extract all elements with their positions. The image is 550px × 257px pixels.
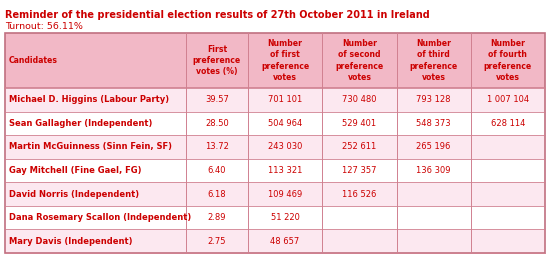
- Text: Martin McGuinness (Sinn Fein, SF): Martin McGuinness (Sinn Fein, SF): [9, 142, 172, 151]
- Text: 39.57: 39.57: [205, 95, 229, 104]
- Text: First
preference
votes (%): First preference votes (%): [193, 45, 241, 76]
- Text: Number
of fourth
preference
votes: Number of fourth preference votes: [484, 39, 532, 82]
- Bar: [5, 206, 545, 230]
- Text: 13.72: 13.72: [205, 142, 229, 151]
- Text: Number
of third
preference
votes: Number of third preference votes: [410, 39, 458, 82]
- Text: 109 469: 109 469: [268, 190, 302, 199]
- Text: 136 309: 136 309: [416, 166, 451, 175]
- Text: Dana Rosemary Scallon (Independent): Dana Rosemary Scallon (Independent): [9, 213, 191, 222]
- Text: 730 480: 730 480: [342, 95, 377, 104]
- Text: Number
of second
preference
votes: Number of second preference votes: [336, 39, 383, 82]
- Text: 28.50: 28.50: [205, 119, 229, 128]
- Text: 243 030: 243 030: [268, 142, 302, 151]
- Text: 701 101: 701 101: [268, 95, 302, 104]
- Bar: [5, 33, 545, 253]
- Text: Reminder of the presidential election results of 27th October 2011 in Ireland: Reminder of the presidential election re…: [5, 10, 430, 20]
- Bar: [5, 230, 545, 253]
- Text: 252 611: 252 611: [342, 142, 377, 151]
- Bar: [5, 33, 545, 88]
- Text: Michael D. Higgins (Labour Party): Michael D. Higgins (Labour Party): [9, 95, 169, 104]
- Bar: [5, 159, 545, 182]
- Text: Number
of first
preference
votes: Number of first preference votes: [261, 39, 309, 82]
- Text: Mary Davis (Independent): Mary Davis (Independent): [9, 237, 133, 246]
- Text: 529 401: 529 401: [342, 119, 376, 128]
- Bar: [5, 182, 545, 206]
- Text: 628 114: 628 114: [491, 119, 525, 128]
- Bar: [5, 112, 545, 135]
- Text: 116 526: 116 526: [342, 190, 377, 199]
- Text: 6.40: 6.40: [208, 166, 226, 175]
- Text: 2.89: 2.89: [208, 213, 226, 222]
- Bar: [5, 88, 545, 112]
- Text: 265 196: 265 196: [416, 142, 451, 151]
- Text: 793 128: 793 128: [416, 95, 451, 104]
- Text: 2.75: 2.75: [208, 237, 226, 246]
- Text: Sean Gallagher (Independent): Sean Gallagher (Independent): [9, 119, 152, 128]
- Text: 1 007 104: 1 007 104: [487, 95, 529, 104]
- Bar: [5, 135, 545, 159]
- Text: 51 220: 51 220: [271, 213, 300, 222]
- Text: Gay Mitchell (Fine Gael, FG): Gay Mitchell (Fine Gael, FG): [9, 166, 141, 175]
- Text: 6.18: 6.18: [208, 190, 226, 199]
- Text: Candidates: Candidates: [9, 56, 58, 65]
- Text: Turnout: 56.11%: Turnout: 56.11%: [5, 22, 83, 31]
- Text: 127 357: 127 357: [342, 166, 377, 175]
- Text: David Norris (Independent): David Norris (Independent): [9, 190, 139, 199]
- Text: 548 373: 548 373: [416, 119, 451, 128]
- Text: 48 657: 48 657: [271, 237, 300, 246]
- Text: 504 964: 504 964: [268, 119, 302, 128]
- Text: 113 321: 113 321: [268, 166, 302, 175]
